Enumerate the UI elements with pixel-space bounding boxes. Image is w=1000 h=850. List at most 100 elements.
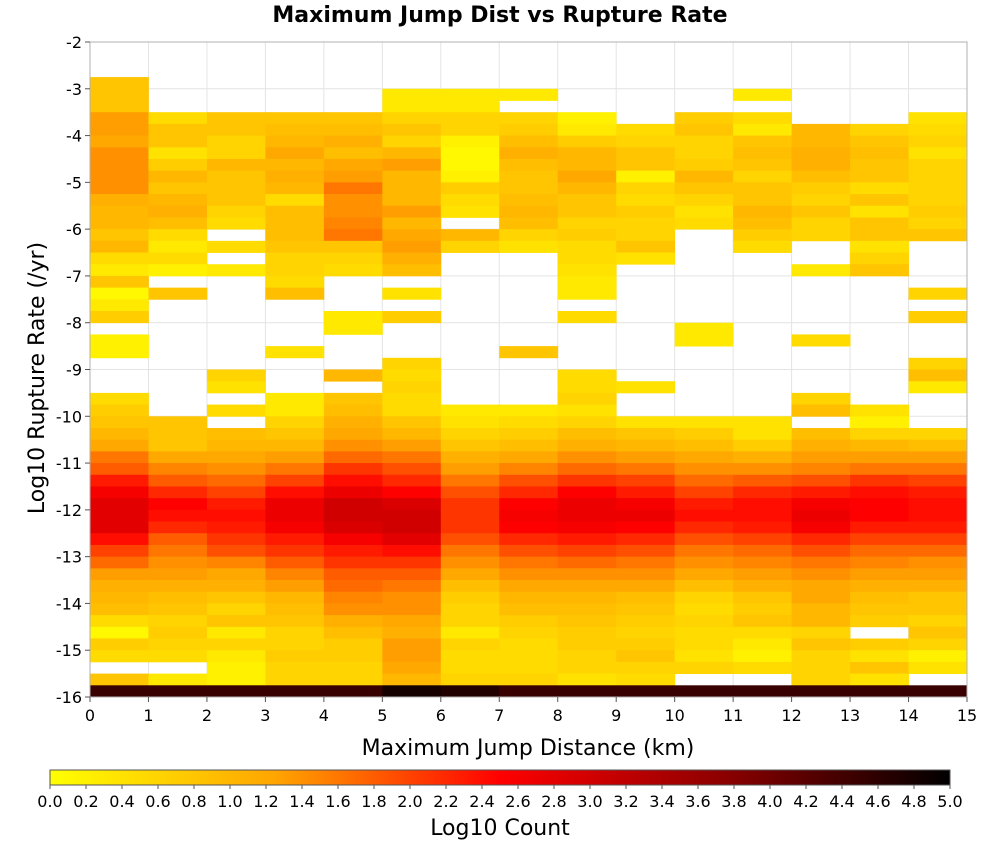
colorbar-ticks: 0.0 0.2 0.4 0.6 0.8 1.0 1.2 1.4 1.6 1.8 2.0 2.2 2.4 2… [37,785,963,811]
heatmap-cell [206,591,266,604]
heatmap-cell [206,556,266,569]
heatmap-cell [265,661,325,675]
heatmap-cell [382,264,442,277]
x-axis-label: Maximum Jump Distance (km) [362,736,695,761]
heatmap-cell [90,521,149,534]
heatmap-cell [265,158,325,172]
heatmap-cell [674,205,734,218]
heatmap-cell [90,580,149,593]
heatmap-cell [323,240,383,253]
x-tick-label: 11 [723,706,743,725]
heatmap-cell [908,123,968,136]
heatmap-cell [323,205,383,218]
heatmap-cell [791,264,851,277]
heatmap-cell [90,158,149,172]
heatmap-cell [90,217,149,230]
heatmap-cell [440,568,500,581]
heatmap-cell [382,311,442,324]
heatmap-cell [557,229,617,242]
heatmap-cell [908,170,968,183]
colorbar-tick-label: 4.2 [793,792,818,811]
heatmap-cell [733,568,792,581]
heatmap-cell [908,135,968,148]
heatmap-cell [557,650,617,663]
heatmap-cell [733,638,792,651]
heatmap-cell [791,544,851,558]
heatmap-cell [323,112,383,125]
heatmap-cell [616,509,676,522]
heatmap-cell [557,404,617,417]
heatmap-cell [499,650,559,663]
y-tick-label: -5 [66,173,82,192]
heatmap-cell [148,556,208,569]
heatmap-cell [674,135,734,148]
heatmap-cell [557,568,617,581]
heatmap-cell [382,556,442,569]
heatmap-cell [206,568,266,581]
colorbar-tick-label: 4.4 [829,792,854,811]
heatmap-cell [616,147,676,160]
heatmap-cell [850,264,909,277]
heatmap-cell [791,533,851,546]
colorbar-tick-label: 2.0 [397,792,422,811]
heatmap-cell [557,556,617,569]
heatmap-cell [206,603,266,616]
heatmap-cell [791,217,851,230]
heatmap-cell [674,158,734,172]
heatmap-cell [733,240,792,253]
heatmap-cell [674,661,734,675]
heatmap-cell [440,474,500,487]
heatmap-cell [499,486,559,499]
heatmap-cell [557,275,617,289]
heatmap-cell [908,147,968,160]
colorbar-tick-label: 4.6 [865,792,890,811]
heatmap-cell [90,88,149,101]
heatmap-cell [674,509,734,522]
heatmap-cell [382,404,442,417]
heatmap-cell [148,650,208,663]
heatmap-cell [265,392,325,405]
heatmap-cell [499,240,559,253]
heatmap-cell [323,673,383,686]
x-tick-label: 10 [664,706,684,725]
heatmap-cell [440,498,500,511]
heatmap-cell [674,112,734,125]
heatmap-cell [908,521,968,534]
heatmap-cell [616,498,676,511]
y-axis-label: Log10 Rupture Rate (/yr) [25,242,50,514]
heatmap-cell [674,591,734,604]
heatmap-cell [440,240,500,253]
heatmap-cell [674,580,734,593]
heatmap-cell [206,521,266,534]
heatmap-cell [733,486,792,499]
heatmap-cell [440,650,500,663]
heatmap-cell [90,147,149,160]
heatmap-cell [908,638,968,651]
heatmap-cell [557,673,617,686]
heatmap-cell [206,509,266,522]
heatmap-cell [499,135,559,148]
heatmap-cell [90,685,149,698]
heatmap-cell [382,486,442,499]
heatmap-cell [440,182,500,195]
heatmap-cell [908,474,968,487]
heatmap-cell [908,615,968,628]
heatmap-cell [908,580,968,593]
colorbar-gradient [49,769,951,786]
y-tick-label: -8 [66,314,82,333]
colorbar-tick-label: 2.6 [505,792,530,811]
heatmap-cell [908,626,968,639]
heatmap-cell [148,638,208,651]
heatmap-cell [265,252,325,265]
heatmap-cell [674,182,734,195]
heatmap-cell [791,556,851,569]
heatmap-cell [148,626,208,639]
colorbar-tick-label: 0.4 [109,792,134,811]
heatmap-cell [265,463,325,476]
heatmap-cell [382,240,442,253]
heatmap-cell [206,427,266,441]
heatmap-cell [616,650,676,663]
heatmap-cell [616,439,676,452]
heatmap-cell [440,626,500,639]
x-tick-label: 9 [611,706,621,725]
